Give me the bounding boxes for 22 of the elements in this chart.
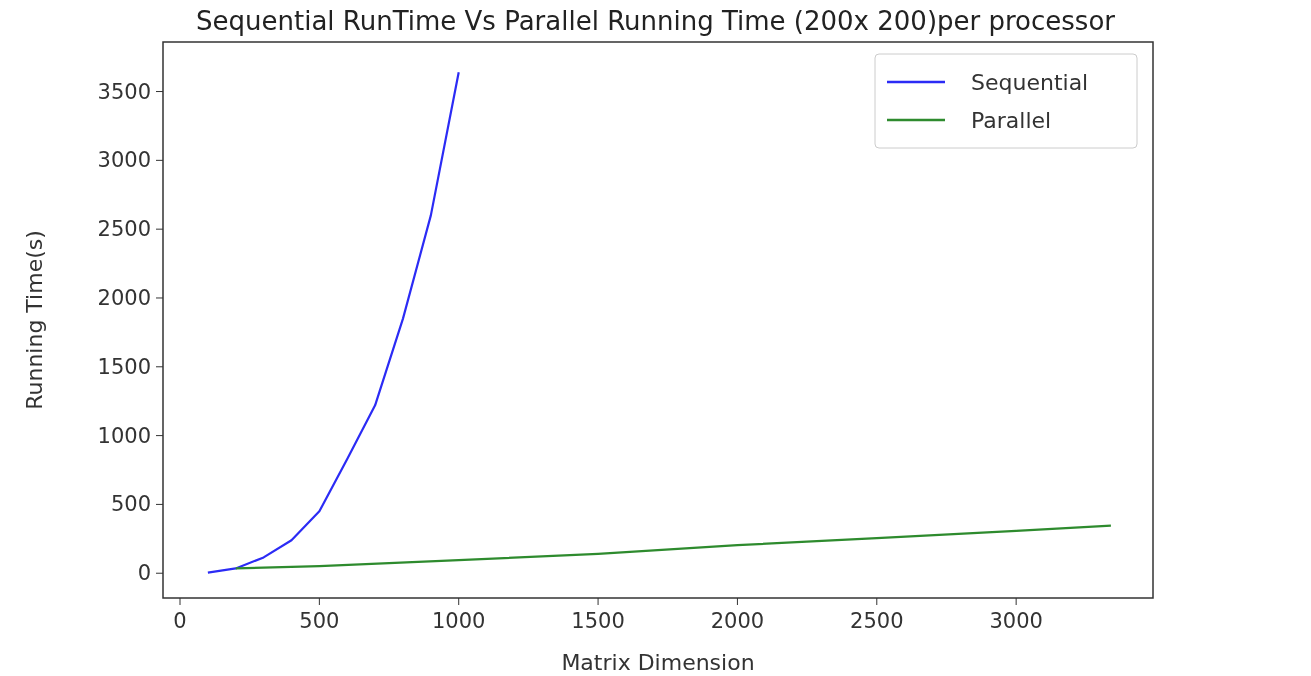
y-tick-label: 2500: [97, 217, 151, 242]
x-tick-label: 2000: [710, 609, 765, 633]
legend-label: Parallel: [971, 108, 1052, 133]
y-axis-title: Running Time(s): [22, 230, 47, 410]
line-series: [206, 71, 460, 574]
chart-title: Sequential RunTime Vs Parallel Running Time (200x 200)per processor: [196, 6, 1116, 36]
x-tick-label: 0: [173, 609, 187, 633]
y-tick-label: 3000: [97, 148, 151, 173]
x-tick-label: 2500: [850, 609, 904, 633]
x-tick-label: 500: [299, 609, 340, 633]
y-tick-label: 1500: [97, 354, 151, 379]
y-tick-label: 1000: [97, 423, 151, 448]
legend-label: Sequential: [971, 70, 1089, 95]
x-tick-label: 3000: [989, 609, 1043, 633]
y-tick-label: 3500: [97, 79, 151, 104]
x-axis-title: Matrix Dimension: [561, 650, 755, 675]
x-tick-label: 1000: [431, 609, 486, 633]
y-tick-label: 2000: [97, 285, 151, 310]
line-series: [234, 524, 1113, 570]
x-tick-label: 1500: [571, 609, 625, 633]
y-tick-label: 500: [110, 492, 151, 517]
y-tick-label: 0: [137, 561, 151, 586]
